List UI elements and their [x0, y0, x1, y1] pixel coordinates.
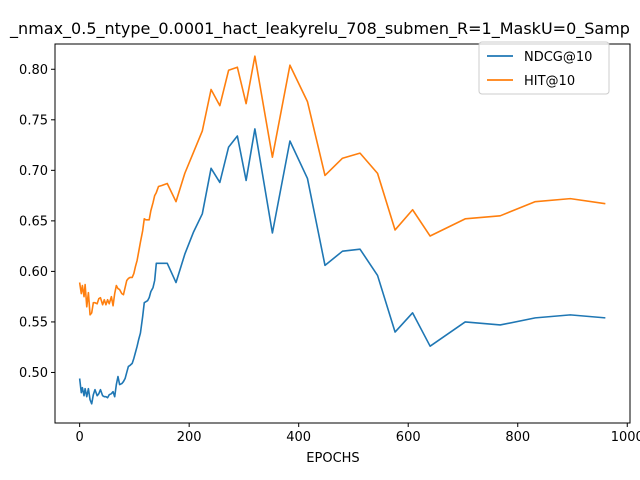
series-line-ndcg-10: [78, 128, 606, 405]
chart-title: _nmax_0.5_ntype_0.0001_hact_leakyrelu_70…: [9, 19, 630, 39]
x-tick-label: 600: [396, 430, 421, 445]
y-tick-label: 0.50: [19, 366, 48, 381]
y-tick-label: 0.60: [19, 265, 48, 280]
series-line-hit-10: [78, 55, 606, 316]
legend: NDCG@10 HIT@10: [478, 41, 610, 95]
y-tick-label: 0.55: [19, 315, 48, 330]
y-tick-label: 0.70: [19, 164, 48, 179]
x-tick-label: 1000: [611, 430, 640, 445]
x-axis: 0 200 400 600 800 1000: [76, 423, 640, 445]
x-axis-label: EPOCHS: [306, 451, 359, 466]
y-tick-label: 0.80: [19, 63, 48, 78]
x-tick-label: 800: [505, 430, 530, 445]
legend-label-ndcg: NDCG@10: [524, 50, 592, 65]
series-layer: [78, 55, 606, 405]
y-tick-label: 0.75: [19, 113, 48, 128]
plot-area: [54, 43, 631, 424]
legend-box: [478, 41, 610, 95]
x-tick-label: 200: [177, 430, 202, 445]
y-axis: 0.50 0.55 0.60 0.65 0.70 0.75 0.80: [19, 63, 55, 381]
legend-label-hit: HIT@10: [524, 74, 575, 89]
x-tick-label: 0: [76, 430, 84, 445]
x-tick-label: 400: [286, 430, 311, 445]
y-tick-label: 0.65: [19, 214, 48, 229]
